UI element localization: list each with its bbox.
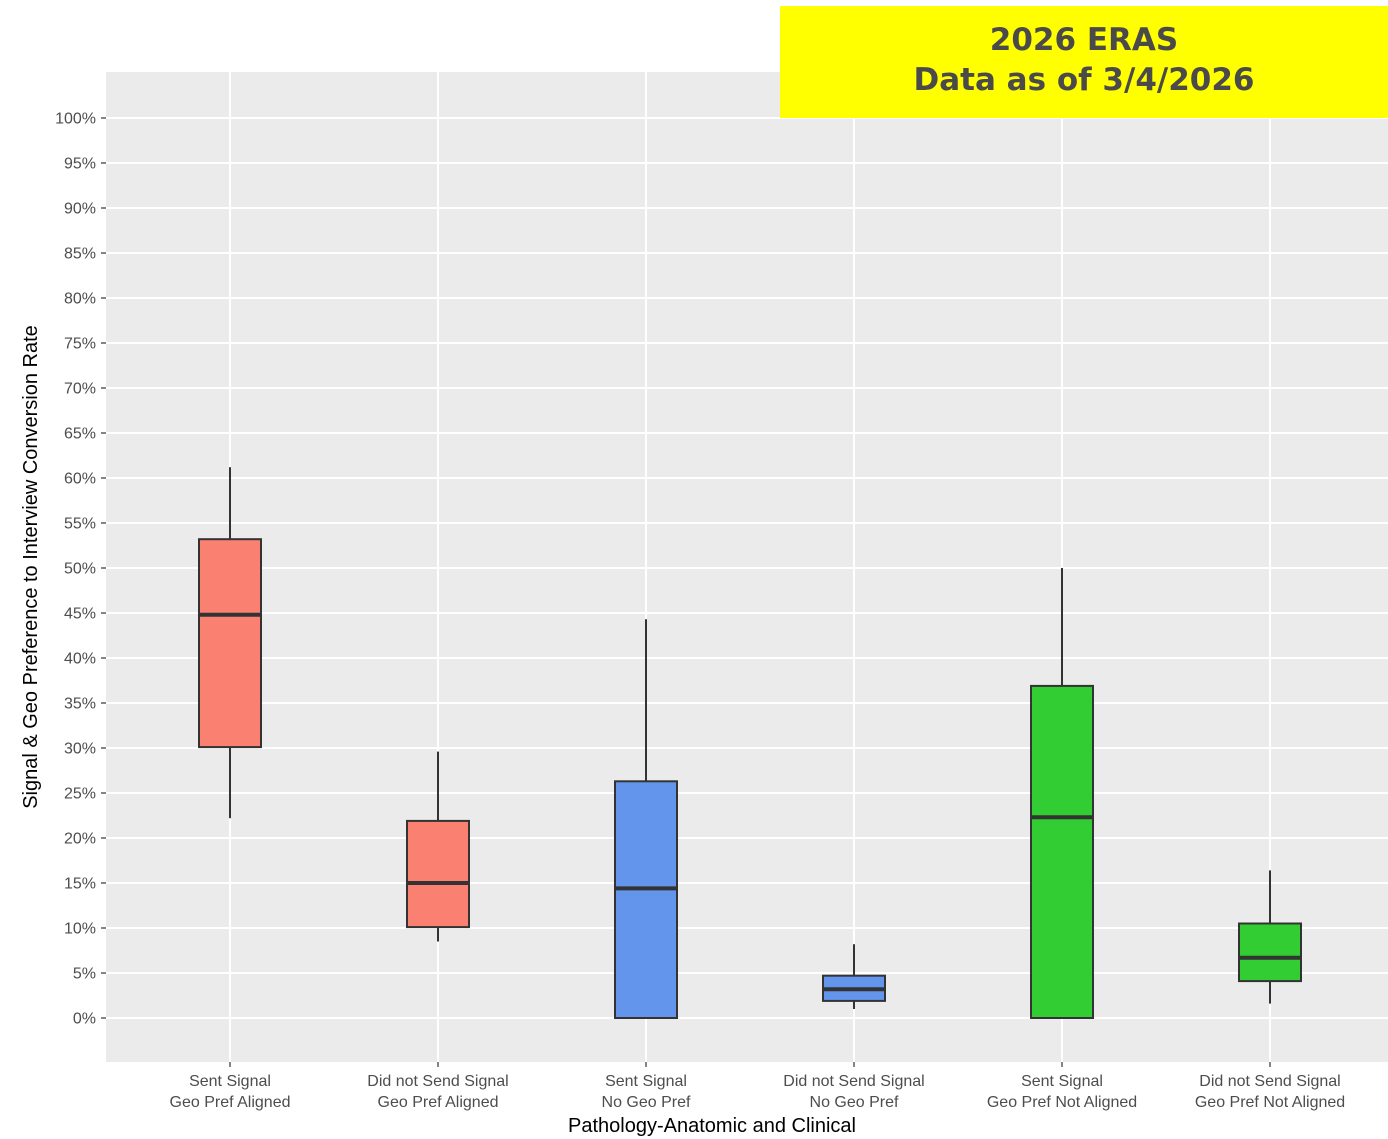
banner-title: 2026 ERAS xyxy=(989,22,1179,58)
iqr-box xyxy=(198,538,262,749)
box-2 xyxy=(406,751,470,942)
y-tick-label: 75% xyxy=(64,336,96,353)
date-banner: 2026 ERAS Data as of 3/4/2026 xyxy=(780,6,1388,118)
x-tick-label: No Geo Pref xyxy=(810,1094,899,1111)
iqr-box xyxy=(406,819,470,929)
y-tick-label: 30% xyxy=(64,741,96,758)
banner-subtitle: Data as of 3/4/2026 xyxy=(913,62,1255,98)
y-axis: 0% 5% 10% 15% 20% 25% 30% 35% 40% 45% 50% 55% 60% 65%… xyxy=(55,111,106,1028)
y-tick-label: 20% xyxy=(64,831,96,848)
x-axis: Sent Signal Geo Pref Aligned Did not Send … xyxy=(170,1062,1345,1111)
box-4 xyxy=(822,944,886,1009)
y-tick-label: 5% xyxy=(73,966,96,983)
y-tick-label: 25% xyxy=(64,786,96,803)
x-tick-label: Sent Signal xyxy=(1021,1073,1103,1090)
y-tick-label: 10% xyxy=(64,921,96,938)
x-tick-label: Did not Send Signal xyxy=(783,1073,924,1090)
y-tick-label: 80% xyxy=(64,291,96,308)
y-tick-label: 70% xyxy=(64,381,96,398)
iqr-box xyxy=(614,780,678,1019)
box-3 xyxy=(614,619,678,1019)
x-tick-label: Geo Pref Not Aligned xyxy=(987,1094,1137,1111)
y-tick-label: 40% xyxy=(64,651,96,668)
y-tick-label: 100% xyxy=(55,111,96,128)
x-tick-label: Geo Pref Not Aligned xyxy=(1195,1094,1345,1111)
y-tick-label: 65% xyxy=(64,426,96,443)
y-tick-label: 85% xyxy=(64,246,96,263)
x-tick-label: Did not Send Signal xyxy=(367,1073,508,1090)
y-tick-label: 90% xyxy=(64,201,96,218)
y-axis-title: Signal & Geo Preference to Interview Con… xyxy=(20,325,42,809)
y-tick-label: 15% xyxy=(64,876,96,893)
box-6 xyxy=(1238,870,1302,1004)
x-tick-label: Sent Signal xyxy=(605,1073,687,1090)
x-tick-label: Geo Pref Aligned xyxy=(170,1094,291,1111)
x-tick-label: Sent Signal xyxy=(189,1073,271,1090)
iqr-box xyxy=(1238,922,1302,983)
box-5 xyxy=(1030,568,1094,1020)
box-1 xyxy=(198,467,262,819)
y-tick-label: 50% xyxy=(64,561,96,578)
y-tick-label: 95% xyxy=(64,156,96,173)
x-tick-label: Geo Pref Aligned xyxy=(378,1094,499,1111)
x-axis-title: Pathology-Anatomic and Clinical xyxy=(568,1115,856,1137)
y-tick-label: 0% xyxy=(73,1011,96,1028)
y-tick-label: 45% xyxy=(64,606,96,623)
boxes xyxy=(198,467,1302,1020)
iqr-box xyxy=(1030,684,1094,1020)
y-tick-label: 35% xyxy=(64,696,96,713)
y-tick-label: 60% xyxy=(64,471,96,488)
y-tick-label: 55% xyxy=(64,516,96,533)
x-tick-label: Did not Send Signal xyxy=(1199,1073,1340,1090)
x-tick-label: No Geo Pref xyxy=(602,1094,691,1111)
